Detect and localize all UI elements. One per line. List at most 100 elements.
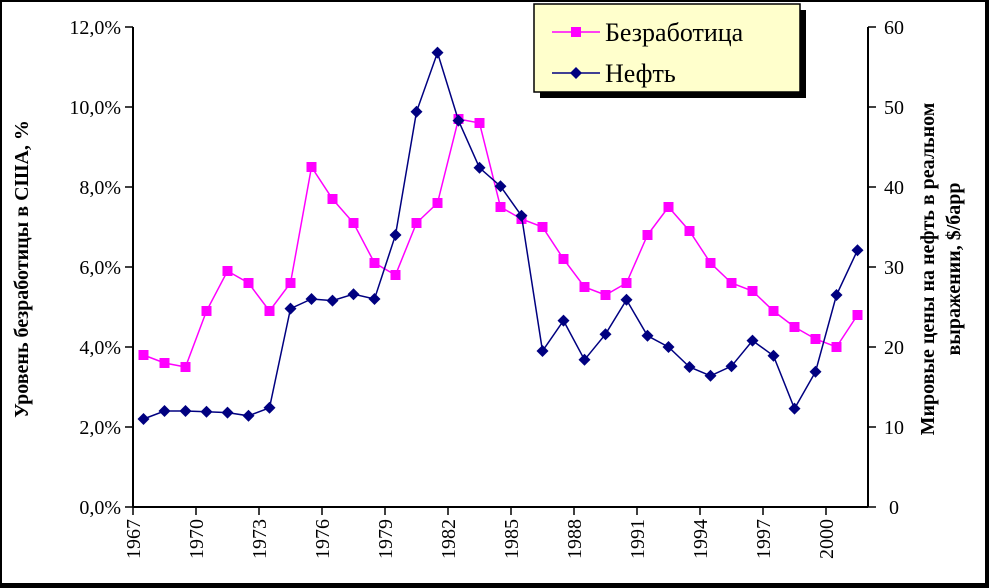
unemployment-point	[747, 286, 758, 296]
x-tick-label: 1973	[249, 519, 271, 559]
oil-point	[368, 293, 381, 305]
oil-point	[305, 293, 318, 305]
unemployment-point	[138, 350, 149, 360]
oil-point	[221, 406, 234, 419]
legend-label-unemployment: Безработица	[605, 18, 744, 47]
unemployment-point	[495, 202, 506, 212]
unemployment-point	[810, 334, 821, 344]
oil-point	[179, 405, 192, 417]
y2-tick-label: 20	[884, 337, 904, 359]
unemployment-point	[474, 118, 485, 128]
series-line-oil	[143, 50, 859, 420]
y2-tick-label: 60	[884, 17, 904, 39]
x-tick-label: 1976	[312, 519, 334, 559]
oil-point	[242, 409, 255, 422]
oil-point	[410, 105, 423, 118]
unemployment-point	[369, 258, 380, 268]
unemployment-point	[390, 270, 401, 280]
y-tick-label: 0,0%	[79, 497, 121, 519]
oil-point	[641, 329, 654, 342]
oil-point	[473, 161, 486, 174]
oil-point	[452, 114, 465, 127]
oil-point	[578, 353, 591, 366]
unemployment-point	[537, 222, 548, 232]
unemployment-point	[558, 254, 569, 264]
y2-axis-title-line1: Мировые цены на нефть в реальном	[917, 103, 939, 436]
x-tick-label: 1982	[438, 519, 460, 559]
unemployment-point	[768, 306, 779, 316]
oil-point	[347, 288, 360, 301]
series-line-unemployment	[143, 118, 859, 368]
oil-point	[830, 289, 843, 301]
y2-tick-label: 0	[889, 497, 899, 519]
oil-point	[851, 244, 864, 257]
y-tick-label: 6,0%	[79, 257, 121, 279]
legend-label-oil: Нефть	[605, 59, 676, 88]
unemployment-point	[180, 362, 191, 372]
unemployment-point	[831, 342, 842, 352]
unemployment-point	[663, 202, 674, 212]
oil-point	[662, 341, 675, 353]
x-tick-label: 1988	[564, 519, 586, 559]
oil-point	[704, 369, 717, 382]
oil-point	[326, 294, 339, 307]
unemployment-point	[600, 290, 611, 300]
y2-tick-label: 40	[884, 177, 904, 199]
y-tick-label: 10,0%	[69, 97, 121, 119]
legend-box	[533, 3, 801, 93]
unemployment-point	[411, 218, 422, 228]
unemployment-point	[243, 278, 254, 288]
oil-point	[725, 360, 738, 373]
x-tick-label: 1967	[123, 519, 145, 559]
oil-point	[515, 209, 528, 222]
oil-point	[284, 302, 297, 315]
oil-point	[788, 402, 801, 415]
oil-point	[200, 405, 213, 418]
oil-point	[599, 328, 612, 341]
oil-point	[767, 349, 780, 362]
unemployment-point	[579, 282, 590, 292]
y2-tick-label: 50	[884, 97, 904, 119]
unemployment-point	[642, 230, 653, 240]
oil-point	[557, 314, 570, 327]
y-tick-label: 8,0%	[79, 177, 121, 199]
unemployment-point	[327, 194, 338, 204]
y2-tick-label: 30	[884, 257, 904, 279]
oil-point	[431, 46, 444, 59]
oil-point	[683, 361, 696, 373]
y-tick-label: 2,0%	[79, 417, 121, 439]
unemployment-point	[789, 322, 800, 332]
unemployment-point	[306, 162, 317, 172]
legend-marker-diamond	[570, 67, 582, 79]
unemployment-point	[726, 278, 737, 288]
unemployment-point	[684, 226, 695, 236]
y-tick-label: 12,0%	[69, 17, 121, 39]
y2-axis-title-line2: выражении, $/барр	[943, 182, 965, 355]
oil-point	[137, 413, 150, 425]
unemployment-point	[159, 358, 170, 368]
unemployment-point	[285, 278, 296, 288]
legend-marker-square	[571, 27, 581, 37]
oil-point	[494, 180, 507, 193]
oil-point	[620, 293, 633, 306]
oil-point	[536, 345, 549, 357]
x-tick-label: 1991	[627, 519, 649, 559]
unemployment-point	[264, 306, 275, 316]
unemployment-point	[705, 258, 716, 268]
x-tick-label: 1997	[753, 519, 775, 559]
oil-point	[389, 229, 402, 241]
unemployment-point	[201, 306, 212, 316]
unemployment-point	[222, 266, 233, 276]
oil-point	[263, 401, 276, 414]
x-tick-label: 1979	[375, 519, 397, 559]
x-tick-label: 1994	[690, 519, 712, 559]
oil-point	[809, 365, 822, 378]
legend: Безработица Нефть	[533, 3, 806, 98]
y-axis-title: Уровень безработицы в США, %	[11, 120, 33, 418]
y2-tick-label: 10	[884, 417, 904, 439]
unemployment-point	[432, 198, 443, 208]
oil-point	[158, 405, 171, 417]
